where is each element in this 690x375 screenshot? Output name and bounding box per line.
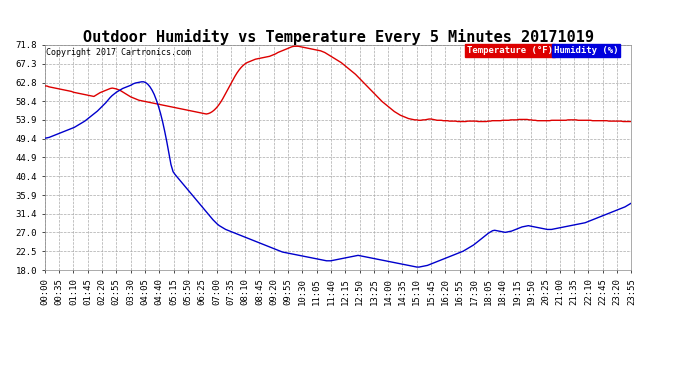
Title: Outdoor Humidity vs Temperature Every 5 Minutes 20171019: Outdoor Humidity vs Temperature Every 5 … (83, 29, 593, 45)
Text: Temperature (°F): Temperature (°F) (467, 46, 553, 55)
Text: Humidity (%): Humidity (%) (554, 46, 618, 55)
Text: Copyright 2017 Cartronics.com: Copyright 2017 Cartronics.com (46, 48, 191, 57)
